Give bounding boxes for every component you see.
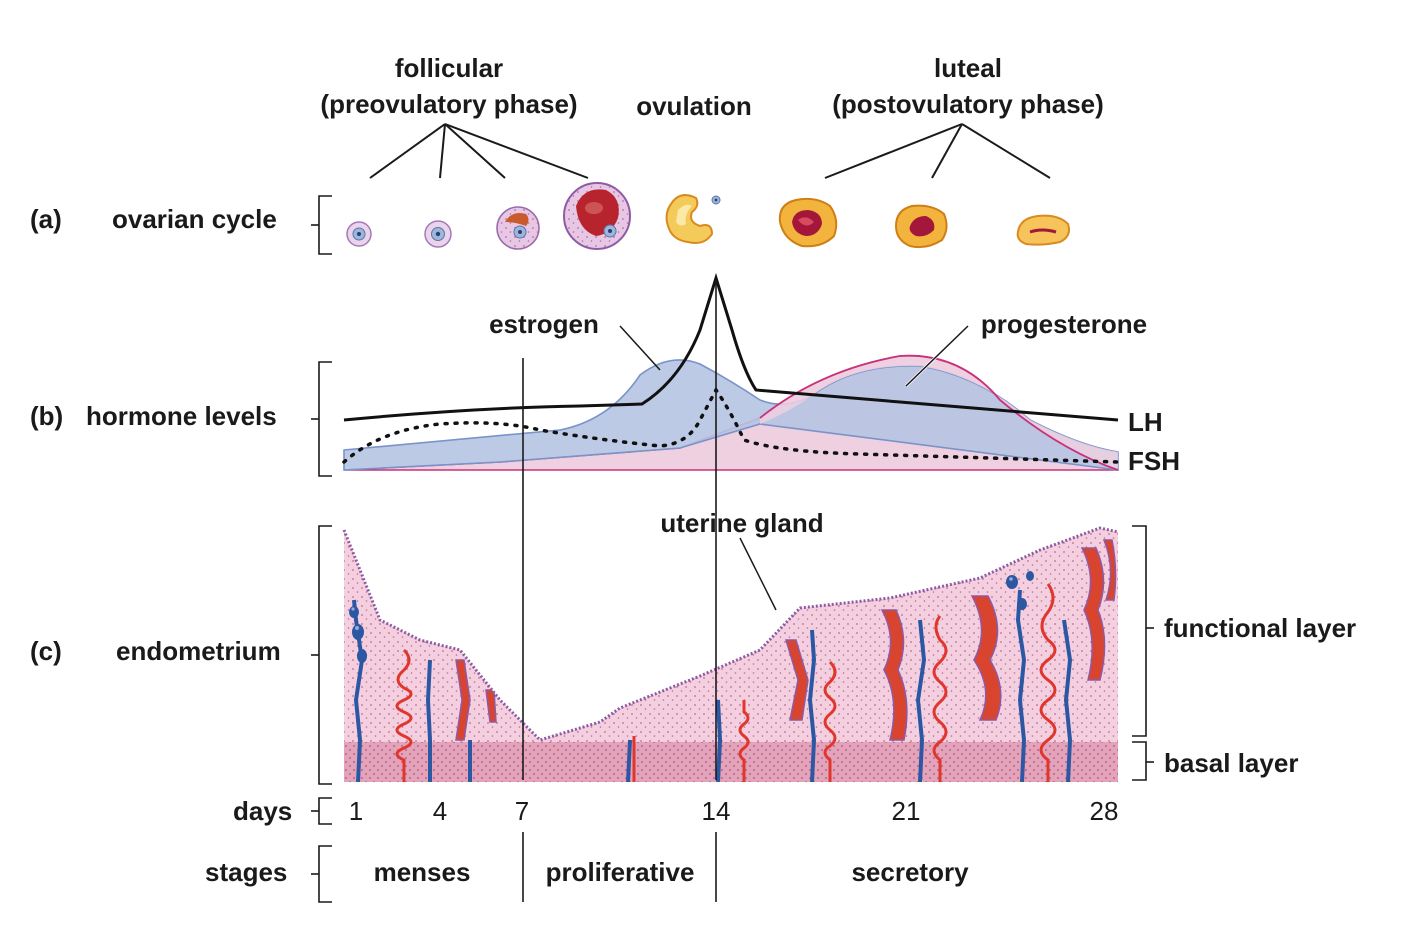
day-tick-14: 14: [702, 796, 731, 826]
uterine-glands: [455, 539, 1117, 741]
corpus-luteum-2: [894, 204, 948, 249]
corpus-luteum-1: [778, 197, 838, 248]
progesterone-label: progesterone: [981, 309, 1147, 339]
corpus-albicans: [1016, 214, 1070, 246]
stage-secretory: secretory: [851, 857, 969, 887]
lh-curve: [343, 272, 1119, 422]
secondary-follicle: [496, 206, 540, 250]
primary-follicle-1: [346, 221, 372, 247]
basal-layer-label: basal layer: [1164, 748, 1298, 778]
day-tick-1: 1: [349, 796, 363, 826]
day-tick-28: 28: [1090, 796, 1119, 826]
day-tick-4: 4: [433, 796, 447, 826]
uterine-gland-label: uterine gland: [660, 508, 823, 538]
fsh-label: FSH: [1128, 446, 1180, 476]
ruptured-follicle: [665, 194, 721, 244]
follicular-label: follicular: [395, 53, 503, 83]
left-brackets: [311, 195, 332, 903]
fsh-curve: [342, 386, 1120, 464]
endometrium-tissue: uterine gland functional layer basal lay…: [342, 508, 1356, 782]
mature-follicle: [563, 182, 631, 250]
stages-label: stages: [205, 857, 287, 887]
primary-follicle-2: [424, 220, 452, 248]
phase-divider-lines: [522, 280, 717, 902]
surface-epithelium: [342, 526, 1119, 742]
hormone-graph: estrogen progesterone LH FSH: [342, 272, 1180, 476]
day-tick-7: 7: [515, 796, 529, 826]
hormone-levels-label: hormone levels: [86, 401, 277, 431]
endometrium-label: endometrium: [116, 636, 281, 666]
lh-label: LH: [1128, 407, 1163, 437]
spiral-arteries: [395, 583, 1057, 782]
day-tick-21: 21: [892, 796, 921, 826]
ovulation-label: ovulation: [636, 91, 752, 121]
luteal-sublabel: (postovulatory phase): [832, 89, 1104, 119]
phase-pointer-lines: [369, 123, 1051, 179]
functional-layer-label: functional layer: [1164, 613, 1356, 643]
ovarian-follicles: [346, 182, 1070, 250]
row-b-letter: (b): [30, 401, 63, 431]
luteal-label: luteal: [934, 53, 1002, 83]
row-c-letter: (c): [30, 636, 62, 666]
follicular-sublabel: (preovulatory phase): [320, 89, 577, 119]
vessel-highlights: [351, 577, 1013, 630]
estrogen-label: estrogen: [489, 309, 599, 339]
ovarian-cycle-label: ovarian cycle: [112, 204, 277, 234]
right-brackets: [1132, 525, 1154, 781]
row-a-letter: (a): [30, 204, 62, 234]
stage-menses: menses: [374, 857, 471, 887]
veins: [352, 589, 1073, 782]
days-label: days: [233, 796, 292, 826]
day-axis: 1 4 7 14 21 28: [349, 796, 1119, 826]
stage-proliferative: proliferative: [546, 857, 695, 887]
